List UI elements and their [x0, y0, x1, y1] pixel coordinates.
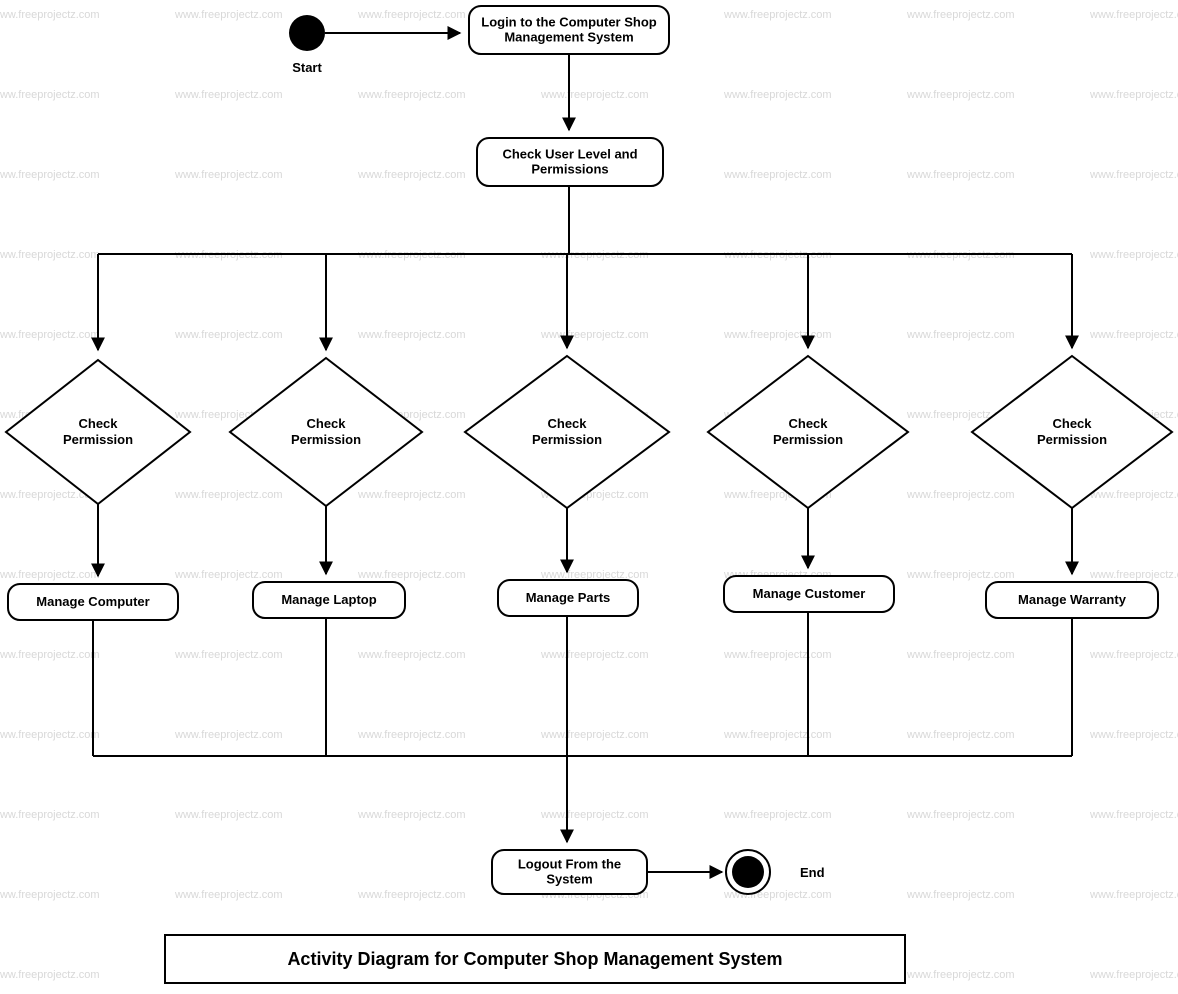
- activity-label-mc: Manage Computer: [36, 594, 149, 609]
- decision-label-d3: Permission: [532, 432, 602, 447]
- activity-label-mw: Manage Warranty: [1018, 592, 1127, 607]
- decision-label-d1: Permission: [63, 432, 133, 447]
- activity-label-checklvl: Permissions: [531, 162, 608, 177]
- decision-label-d4: Permission: [773, 432, 843, 447]
- activity-label-mp: Manage Parts: [526, 590, 611, 605]
- activity-label-login: Login to the Computer Shop: [481, 15, 657, 30]
- title-label: Activity Diagram for Computer Shop Manag…: [287, 949, 782, 969]
- start-label: Start: [292, 60, 322, 75]
- activity-label-ml: Manage Laptop: [281, 592, 376, 607]
- end-label: End: [800, 865, 825, 880]
- activity-label-logout: Logout From the: [518, 857, 621, 872]
- decision-label-d1: Check: [78, 416, 118, 431]
- activity-label-mcu: Manage Customer: [753, 586, 866, 601]
- decision-label-d2: Permission: [291, 432, 361, 447]
- decision-label-d2: Check: [306, 416, 346, 431]
- activity-label-logout: System: [546, 872, 592, 887]
- decision-label-d3: Check: [547, 416, 587, 431]
- decision-label-d4: Check: [788, 416, 828, 431]
- activity-diagram-canvas: Start Login to the Computer ShopManagemen…: [0, 0, 1178, 994]
- start-node: [289, 15, 325, 51]
- decision-label-d5: Permission: [1037, 432, 1107, 447]
- activity-label-login: Management System: [504, 30, 633, 45]
- decision-label-d5: Check: [1052, 416, 1092, 431]
- activity-label-checklvl: Check User Level and: [502, 147, 637, 162]
- end-node: [732, 856, 764, 888]
